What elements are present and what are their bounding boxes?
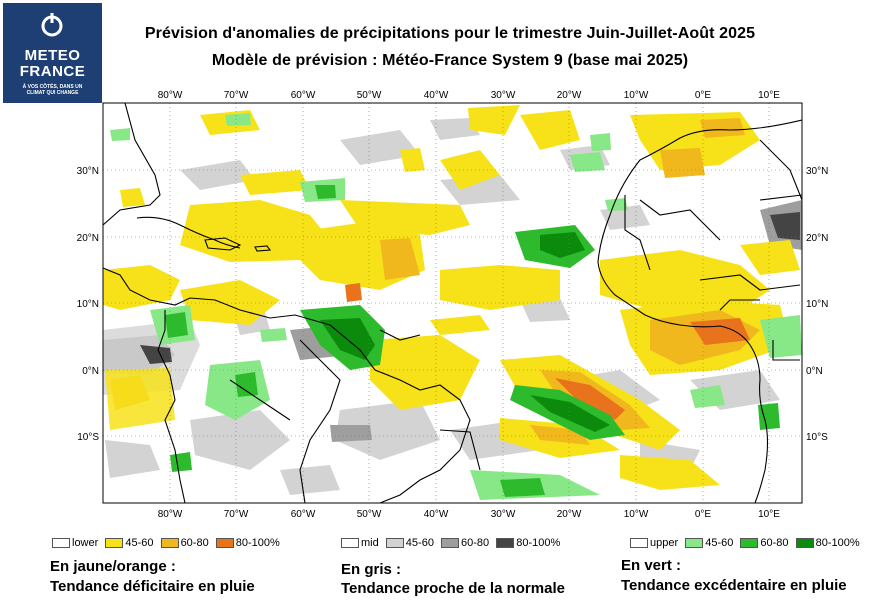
legend-wet-caption: Tendance excédentaire en pluie bbox=[621, 577, 847, 594]
legend-normal-heading: En gris : bbox=[341, 561, 402, 578]
legend-normal-caption: Tendance proche de la normale bbox=[341, 580, 565, 597]
lat-label-left: 20°N bbox=[77, 233, 99, 244]
legend-swatch-dry-80-100 bbox=[215, 538, 234, 549]
logo-brand-line2: FRANCE bbox=[19, 63, 86, 80]
legend-label-wet-45-60: 45-60 bbox=[705, 537, 734, 550]
legend-dry-row: lower 45-60 60-80 80-100% bbox=[50, 537, 282, 553]
lat-label-left: 10°S bbox=[77, 432, 99, 443]
meteo-france-logo: METEO FRANCE À VOS CÔTÉS, DANS UN CLIMAT… bbox=[3, 3, 102, 103]
legend-label-lower: lower bbox=[72, 537, 99, 550]
lon-label-top: 80°W bbox=[158, 90, 183, 101]
legend-wet-heading: En vert : bbox=[621, 557, 682, 574]
legend-label-normal-60-80: 60-80 bbox=[461, 537, 490, 550]
lon-label-bottom: 70°W bbox=[224, 509, 249, 520]
legend-label-dry-80-100: 80-100% bbox=[235, 537, 280, 550]
legend-label-mid: mid bbox=[361, 537, 379, 550]
lat-label-left: 10°N bbox=[77, 299, 99, 310]
lon-label-bottom: 0°E bbox=[695, 509, 712, 520]
legend-label-dry-60-80: 60-80 bbox=[180, 537, 209, 550]
lat-label-left: 0°N bbox=[82, 366, 99, 377]
map-frame bbox=[102, 102, 803, 504]
legend-label-wet-60-80: 60-80 bbox=[760, 537, 789, 550]
legend-label-wet-80-100: 80-100% bbox=[815, 537, 860, 550]
page-title: Prévision d'anomalies de précipitations … bbox=[144, 25, 756, 42]
lat-label-right: 0°N bbox=[806, 366, 823, 377]
green-wet-areas bbox=[110, 113, 802, 500]
legend-label-upper: upper bbox=[650, 537, 679, 550]
lon-label-top: 10°W bbox=[624, 90, 649, 101]
legend-label-dry-45-60: 45-60 bbox=[125, 537, 154, 550]
axis-labels: 80°W 80°W 70°W 70°W 60°W 60°W 50°W 50°W 40°W 40°W… bbox=[77, 90, 829, 520]
legend-dry-caption: Tendance déficitaire en pluie bbox=[50, 578, 255, 595]
legend-wet-row: upper 45-60 60-80 80-100% bbox=[628, 537, 862, 553]
page-subtitle: Modèle de prévision : Météo-France Syste… bbox=[211, 52, 689, 69]
legend-swatch-dry-45-60 bbox=[105, 538, 124, 549]
graticule bbox=[103, 103, 802, 503]
yellow-dry-areas bbox=[103, 105, 800, 490]
lon-label-bottom: 10°W bbox=[624, 509, 649, 520]
anomaly-field bbox=[103, 103, 802, 503]
lon-label-bottom: 10°E bbox=[758, 509, 780, 520]
lon-label-top: 40°W bbox=[424, 90, 449, 101]
legend-swatch-upper bbox=[630, 538, 648, 549]
legend-swatch-wet-60-80 bbox=[740, 538, 759, 549]
lon-label-bottom: 80°W bbox=[158, 509, 183, 520]
logo-tagline: À VOS CÔTÉS, DANS UN CLIMAT QUI CHANGE bbox=[22, 84, 83, 96]
lon-label-top: 30°W bbox=[491, 90, 516, 101]
logo-mark-icon bbox=[41, 13, 63, 37]
legend-label-normal-45-60: 45-60 bbox=[405, 537, 434, 550]
logo-brand-line1: METEO bbox=[24, 47, 81, 64]
coastlines bbox=[103, 103, 802, 503]
legend-swatch-normal-80-100 bbox=[496, 538, 515, 549]
lat-label-right: 30°N bbox=[806, 166, 828, 177]
legend-swatch-normal-45-60 bbox=[385, 538, 404, 549]
lon-label-bottom: 20°W bbox=[557, 509, 582, 520]
lon-label-top: 10°E bbox=[758, 90, 780, 101]
lon-label-bottom: 60°W bbox=[291, 509, 316, 520]
lat-label-right: 20°N bbox=[806, 233, 828, 244]
legend-dry-heading: En jaune/orange : bbox=[50, 558, 176, 575]
lat-label-left: 30°N bbox=[77, 166, 99, 177]
legend-swatch-dry-60-80 bbox=[160, 538, 179, 549]
lon-label-top: 0°E bbox=[695, 90, 712, 101]
legend-swatch-wet-45-60 bbox=[685, 538, 704, 549]
lon-label-bottom: 40°W bbox=[424, 509, 449, 520]
lon-label-top: 20°W bbox=[557, 90, 582, 101]
legend-label-normal-80-100: 80-100% bbox=[516, 537, 561, 550]
legend-swatch-mid bbox=[341, 538, 359, 549]
lat-label-right: 10°S bbox=[806, 432, 828, 443]
lat-label-right: 10°N bbox=[806, 299, 828, 310]
lon-label-top: 70°W bbox=[224, 90, 249, 101]
legend-swatch-lower bbox=[52, 538, 70, 549]
legend-swatch-normal-60-80 bbox=[441, 538, 459, 549]
lon-label-top: 50°W bbox=[357, 90, 382, 101]
lon-label-top: 60°W bbox=[291, 90, 316, 101]
legend-swatch-wet-80-100 bbox=[795, 538, 814, 549]
lon-label-bottom: 30°W bbox=[491, 509, 516, 520]
legend-normal-row: mid 45-60 60-80 80-100% bbox=[339, 537, 562, 553]
lon-label-bottom: 50°W bbox=[357, 509, 382, 520]
